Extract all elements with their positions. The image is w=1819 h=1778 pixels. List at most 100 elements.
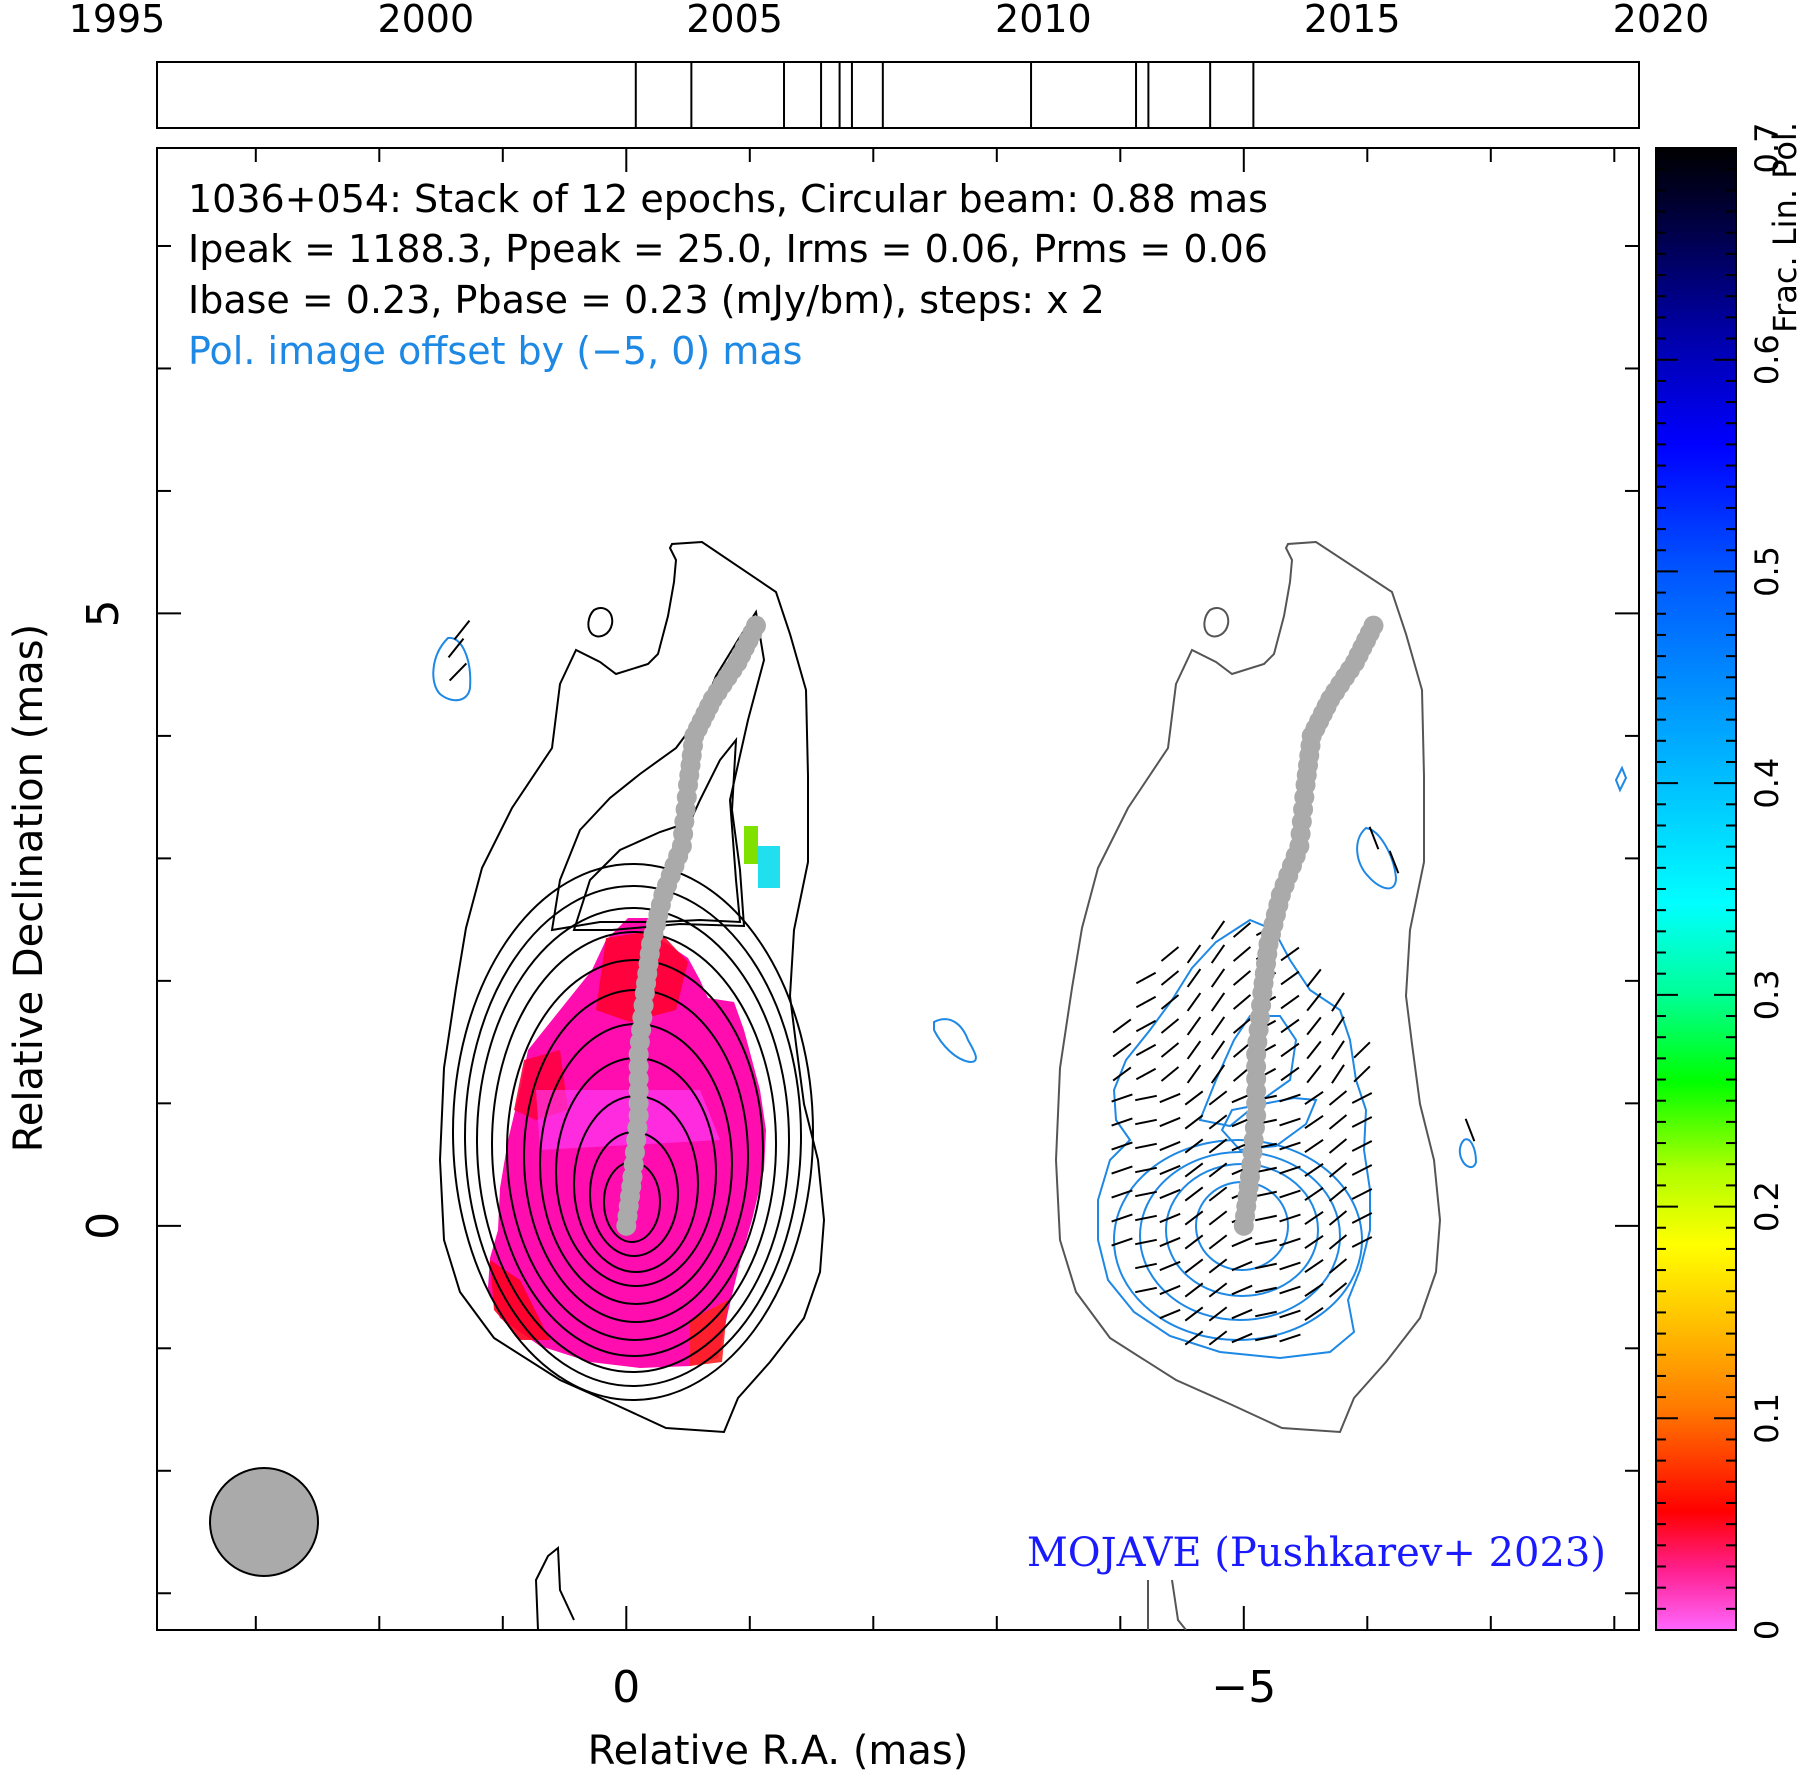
evpa-tick bbox=[1208, 1162, 1228, 1178]
evpa-tick bbox=[1135, 1166, 1157, 1174]
evpa-tick bbox=[1160, 1066, 1180, 1082]
evpa-tick bbox=[1159, 1116, 1181, 1128]
evpa-tick bbox=[1160, 970, 1180, 986]
evpa-tick bbox=[1328, 1210, 1348, 1226]
colorbar-tick-label: 0 bbox=[1748, 1620, 1786, 1640]
evpa-tick bbox=[1184, 1138, 1204, 1154]
evpa-tick bbox=[1135, 1286, 1157, 1294]
evpa-tick bbox=[1255, 1310, 1277, 1318]
evpa-tick bbox=[1304, 1258, 1324, 1274]
evpa-tick bbox=[1280, 1066, 1300, 1082]
evpa-tick bbox=[1279, 1333, 1301, 1343]
evpa-tick bbox=[1135, 1214, 1157, 1222]
evpa-tick bbox=[1328, 1282, 1348, 1298]
evpa-tick bbox=[1135, 1118, 1157, 1126]
evpa-tick bbox=[1304, 1138, 1324, 1154]
pol-contour-ring bbox=[1139, 1151, 1341, 1321]
evpa-tick bbox=[1135, 1067, 1157, 1081]
evpa-tick bbox=[1159, 1140, 1181, 1152]
stokes-i-outer-contour bbox=[438, 540, 826, 1434]
evpa-tick bbox=[1159, 1260, 1181, 1272]
y-tick-label: 5 bbox=[78, 599, 129, 627]
stokes-i-jet-contour bbox=[572, 736, 746, 931]
evpa-tick bbox=[1304, 1306, 1324, 1322]
evpa-tick bbox=[1184, 1306, 1204, 1322]
timeline-year-label: 1995 bbox=[69, 0, 166, 41]
pol-contour-island bbox=[1458, 1138, 1478, 1168]
offset-stokes-i-lower bbox=[1147, 1579, 1187, 1630]
evpa-tick bbox=[1279, 1189, 1301, 1199]
offset-polarization-image bbox=[432, 540, 1628, 1630]
evpa-tick bbox=[1280, 994, 1300, 1010]
timeline: 1995 2000 2005 2010 2015 2020 bbox=[69, 0, 1710, 129]
evpa-tick bbox=[1351, 1212, 1373, 1224]
evpa-tick bbox=[1328, 1186, 1348, 1202]
evpa-tick bbox=[1208, 1210, 1228, 1226]
evpa-tick bbox=[1231, 1236, 1253, 1248]
evpa-tick bbox=[1210, 944, 1226, 964]
evpa-tick bbox=[1231, 1308, 1253, 1320]
evpa-tick bbox=[1279, 1309, 1301, 1319]
evpa-tick bbox=[1159, 1236, 1181, 1248]
timeline-year-label: 2005 bbox=[686, 0, 783, 41]
evpa-tick bbox=[1232, 1042, 1252, 1058]
timeline-year-label: 2020 bbox=[1613, 0, 1710, 41]
colorbar-tick-label: 0.5 bbox=[1748, 546, 1786, 597]
evpa-tick bbox=[1210, 1064, 1226, 1084]
evpa-tick bbox=[1328, 1234, 1348, 1250]
evpa-tick bbox=[1159, 1284, 1181, 1296]
frac-pol-light-band bbox=[536, 1090, 720, 1150]
evpa-tick bbox=[1135, 1238, 1157, 1246]
colorbar-tick-label: 0.4 bbox=[1748, 758, 1786, 809]
colorbar: 0 0.1 0.2 0.3 0.4 0.5 0.6 0.7 Frac. Lin. Pol. bbox=[1655, 122, 1804, 1641]
evpa-tick bbox=[1353, 1065, 1371, 1083]
evpa-tick bbox=[1135, 971, 1157, 985]
evpa-tick bbox=[1135, 995, 1157, 1009]
evpa-tick bbox=[1184, 1258, 1204, 1274]
evpa-tick bbox=[1208, 1306, 1228, 1322]
evpa-tick bbox=[1304, 1234, 1324, 1250]
evpa-tick bbox=[1184, 1090, 1204, 1106]
evpa-tick bbox=[1255, 1286, 1277, 1294]
evpa-tick bbox=[1184, 1210, 1204, 1226]
evpa-tick bbox=[1232, 922, 1252, 938]
evpa-tick bbox=[1280, 970, 1300, 986]
evpa-tick bbox=[1112, 1018, 1132, 1034]
evpa-tick bbox=[1111, 1237, 1133, 1247]
evpa-tick bbox=[453, 619, 471, 641]
evpa-tick bbox=[1159, 1164, 1181, 1176]
pol-contour-jet bbox=[1220, 1096, 1318, 1152]
evpa-tick bbox=[1304, 1210, 1324, 1226]
offset-stokes-i-outline bbox=[1054, 540, 1442, 1434]
evpa-tick bbox=[1186, 1016, 1202, 1036]
evpa-tick bbox=[1112, 1066, 1132, 1082]
evpa-tick bbox=[1208, 1114, 1228, 1130]
evpa-tick bbox=[1208, 1090, 1228, 1106]
stokes-i-island bbox=[587, 606, 614, 638]
evpa-tick bbox=[447, 637, 465, 659]
evpa-tick bbox=[1184, 1162, 1204, 1178]
evpa-tick bbox=[1184, 1186, 1204, 1202]
evpa-tick bbox=[1368, 826, 1380, 850]
evpa-tick bbox=[1210, 920, 1226, 940]
x-tick-label: −5 bbox=[1211, 1662, 1276, 1713]
offset-note: Pol. image offset by (−5, 0) mas bbox=[188, 329, 802, 373]
evpa-tick bbox=[1351, 1164, 1373, 1176]
y-tick-label: 0 bbox=[78, 1212, 129, 1240]
pol-contour-island bbox=[1356, 826, 1398, 890]
evpa-tick bbox=[1279, 1285, 1301, 1295]
evpa-tick bbox=[1135, 1019, 1157, 1033]
evpa-tick bbox=[1208, 1138, 1228, 1154]
colorbar-tick-labels: 0 0.1 0.2 0.3 0.4 0.5 0.6 0.7 bbox=[1748, 123, 1786, 1641]
stokes-i-contour-ring bbox=[452, 863, 814, 1401]
evpa-tick bbox=[1111, 1093, 1133, 1103]
evpa-tick bbox=[1353, 1041, 1371, 1059]
evpa-tick bbox=[1331, 1064, 1345, 1084]
evpa-tick bbox=[1464, 1118, 1476, 1142]
evpa-tick bbox=[1279, 1261, 1301, 1271]
header-annotations: 1036+054: Stack of 12 epochs, Circular b… bbox=[188, 177, 1606, 1576]
evpa-tick bbox=[1331, 1040, 1345, 1060]
evpa-tick bbox=[1135, 1190, 1157, 1198]
evpa-tick bbox=[1111, 1213, 1133, 1223]
evpa-tick bbox=[1304, 1114, 1324, 1130]
